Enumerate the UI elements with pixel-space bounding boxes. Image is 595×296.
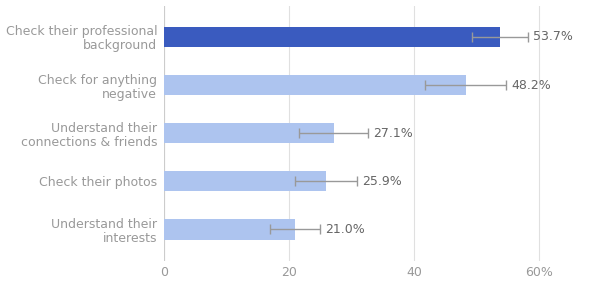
Text: 48.2%: 48.2% — [511, 78, 551, 91]
Bar — [164, 171, 326, 192]
Bar — [164, 123, 334, 143]
Bar — [164, 27, 500, 47]
Bar — [164, 75, 466, 95]
Text: 25.9%: 25.9% — [362, 175, 402, 188]
Bar — [164, 219, 296, 239]
Text: 53.7%: 53.7% — [533, 30, 573, 43]
Text: 21.0%: 21.0% — [325, 223, 365, 236]
Text: 27.1%: 27.1% — [373, 127, 413, 140]
